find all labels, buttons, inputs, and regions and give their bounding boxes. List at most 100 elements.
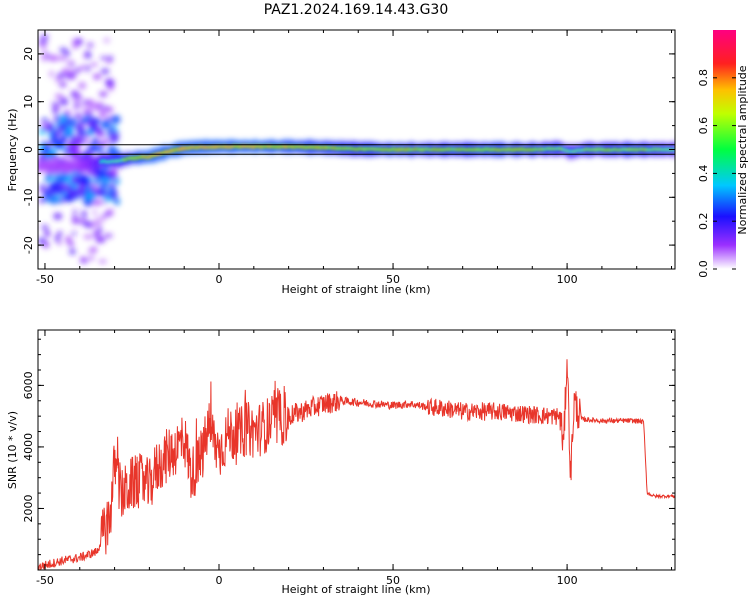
spectrogram-noise-blob (51, 107, 59, 114)
spectrogram-noise-blob (113, 127, 119, 134)
spectrogram-noise-blob (58, 231, 63, 235)
y-tick-label: 10 (22, 95, 35, 109)
spectrogram-noise-blob (47, 195, 57, 203)
spectrogram-noise-blob (47, 122, 53, 132)
spectrogram-noise-blob (59, 97, 69, 106)
spectrogram-noise-blob (75, 38, 83, 46)
spectrogram-noise-blob (51, 154, 57, 160)
spectrogram-noise-blob (93, 229, 100, 238)
spectrogram-noise-blob (55, 120, 61, 130)
spectrogram-noise-blob (87, 117, 96, 127)
spectrogram-noise-blob (81, 177, 92, 187)
spectrogram-noise-blob (100, 56, 108, 60)
spectrogram-noise-blob (100, 122, 110, 129)
spectrogram-noise-blob (108, 87, 114, 91)
spectrogram-noise-blob (38, 39, 48, 45)
spectrogram-noise-blob (72, 209, 78, 214)
spectrogram-noise-blob (98, 105, 109, 109)
spectrogram-noise-blob (91, 137, 99, 145)
spectrogram-core (99, 144, 675, 164)
spectrogram-panel: -50 0 50 100 -20 -10 0 10 20 Height of straight … (6, 29, 676, 296)
spectrogram-noise-blob (40, 123, 48, 131)
spectrogram-noise-blob (54, 94, 64, 99)
figure-title: PAZ1.2024.169.14.43.G30 (264, 2, 449, 18)
spectrogram-noise-blob (38, 156, 48, 162)
y-tick-label: 4000 (22, 433, 35, 461)
spectrogram-noise-blob (93, 102, 102, 111)
spectrogram-noise-blob (99, 199, 107, 205)
x-tick-label: 50 (386, 574, 400, 587)
snr-frame (37, 329, 676, 571)
spectrogram-noise-blob (78, 81, 87, 90)
x-tick-label: 50 (386, 273, 400, 286)
spectrogram-noise-blob (80, 64, 85, 70)
colorbar-tick-label: 0.2 (697, 212, 710, 230)
spectrogram-noise-blob (84, 186, 93, 192)
spectrogram-noise-blob (98, 91, 108, 97)
spectrogram-noise-blob (56, 72, 67, 79)
spectrogram-noise-blob (57, 55, 68, 61)
snr-ticks: -50 0 50 100 2000 4000 6000 (22, 330, 675, 587)
spectrogram-noise-blob (76, 137, 82, 146)
spectrogram-noise-blob (48, 148, 57, 155)
spectrogram-noise-blob (51, 102, 60, 107)
spectrogram-noise-blob (83, 234, 94, 240)
spectrogram-noise-blob (49, 70, 54, 78)
spectrogram-noise-blob (64, 236, 72, 243)
spectrogram-noise-blob (64, 125, 69, 134)
spectrogram-noise-blob (43, 195, 49, 203)
spectrogram-noise-blob (103, 212, 111, 217)
spectrogram-noise-blob (74, 113, 83, 119)
y-tick-label: 2000 (22, 494, 35, 522)
spectrogram-noise-blob (113, 197, 120, 206)
x-tick-label: 0 (216, 574, 223, 587)
spectrogram-noise-blob (68, 117, 78, 124)
spectrogram-image (38, 34, 675, 264)
y-tick-label: -20 (22, 236, 35, 254)
spectrogram-noise-blob (79, 218, 87, 225)
spectrogram-noise-blob (42, 241, 50, 249)
spectrogram-noise-blob (103, 195, 112, 200)
snr-ylabel: SNR (10 * v/v) (6, 411, 19, 489)
spectrogram-noise-blob (108, 183, 116, 190)
colorbar-label: Normalized spectral amplitude (736, 65, 749, 234)
spectrogram-noise-blob (95, 236, 106, 244)
spectrogram-noise-blob (113, 176, 120, 186)
spectrogram-noise-blob (80, 256, 87, 260)
spectrogram-noise-blob (57, 240, 62, 246)
spectrogram-noise-blob (111, 118, 119, 123)
spectrogram-noise-blob (61, 183, 69, 189)
spectrogram-noise-blob (111, 193, 117, 198)
spectrogram-noise-blob (104, 174, 112, 179)
spectrogram-noise-blob (104, 138, 109, 144)
y-tick-label: 0 (22, 146, 35, 153)
spectrogram-noise-blob (71, 188, 79, 198)
spectrogram-noise-blob (89, 246, 98, 253)
spectrogram-noise-blob (90, 62, 98, 67)
spectrogram-noise-blob (72, 214, 77, 218)
spectrogram-noise-blob (41, 118, 48, 123)
x-tick-label: 100 (557, 273, 578, 286)
colorbar-tick-label: 0.4 (697, 165, 710, 183)
spectrogram-noise-blob (112, 169, 117, 178)
spectrogram-noise-blob (100, 109, 106, 118)
spectrogram-noise-blob (61, 67, 70, 75)
spectrogram-noise-blob (53, 212, 63, 220)
spectrogram-noise-blob (94, 217, 101, 225)
spectrogram-noise-blob (96, 188, 102, 193)
spectrogram-noise-blob (88, 106, 93, 111)
spectrogram-noise-blob (69, 248, 76, 255)
spectrogram-noise-blob (75, 122, 83, 129)
spectrogram-noise-blob (100, 68, 110, 75)
spectrogram-noise-blob (59, 197, 64, 204)
spectrogram-noise-blob (56, 129, 61, 135)
spectrogram-noise-blob (41, 53, 49, 62)
spectrogram-noise-blob (77, 186, 87, 194)
spectrogram-noise-blob (66, 71, 77, 80)
spectrogram-noise-blob (73, 97, 80, 104)
spectrogram-noise-blob (92, 73, 102, 80)
spectrogram-noise-blob (53, 172, 60, 180)
spectrogram-noise-blob (98, 129, 103, 134)
snr-panel: -50 0 50 100 2000 4000 6000 Height of straight… (6, 329, 676, 596)
spectrogram-noise-blob (39, 184, 46, 190)
